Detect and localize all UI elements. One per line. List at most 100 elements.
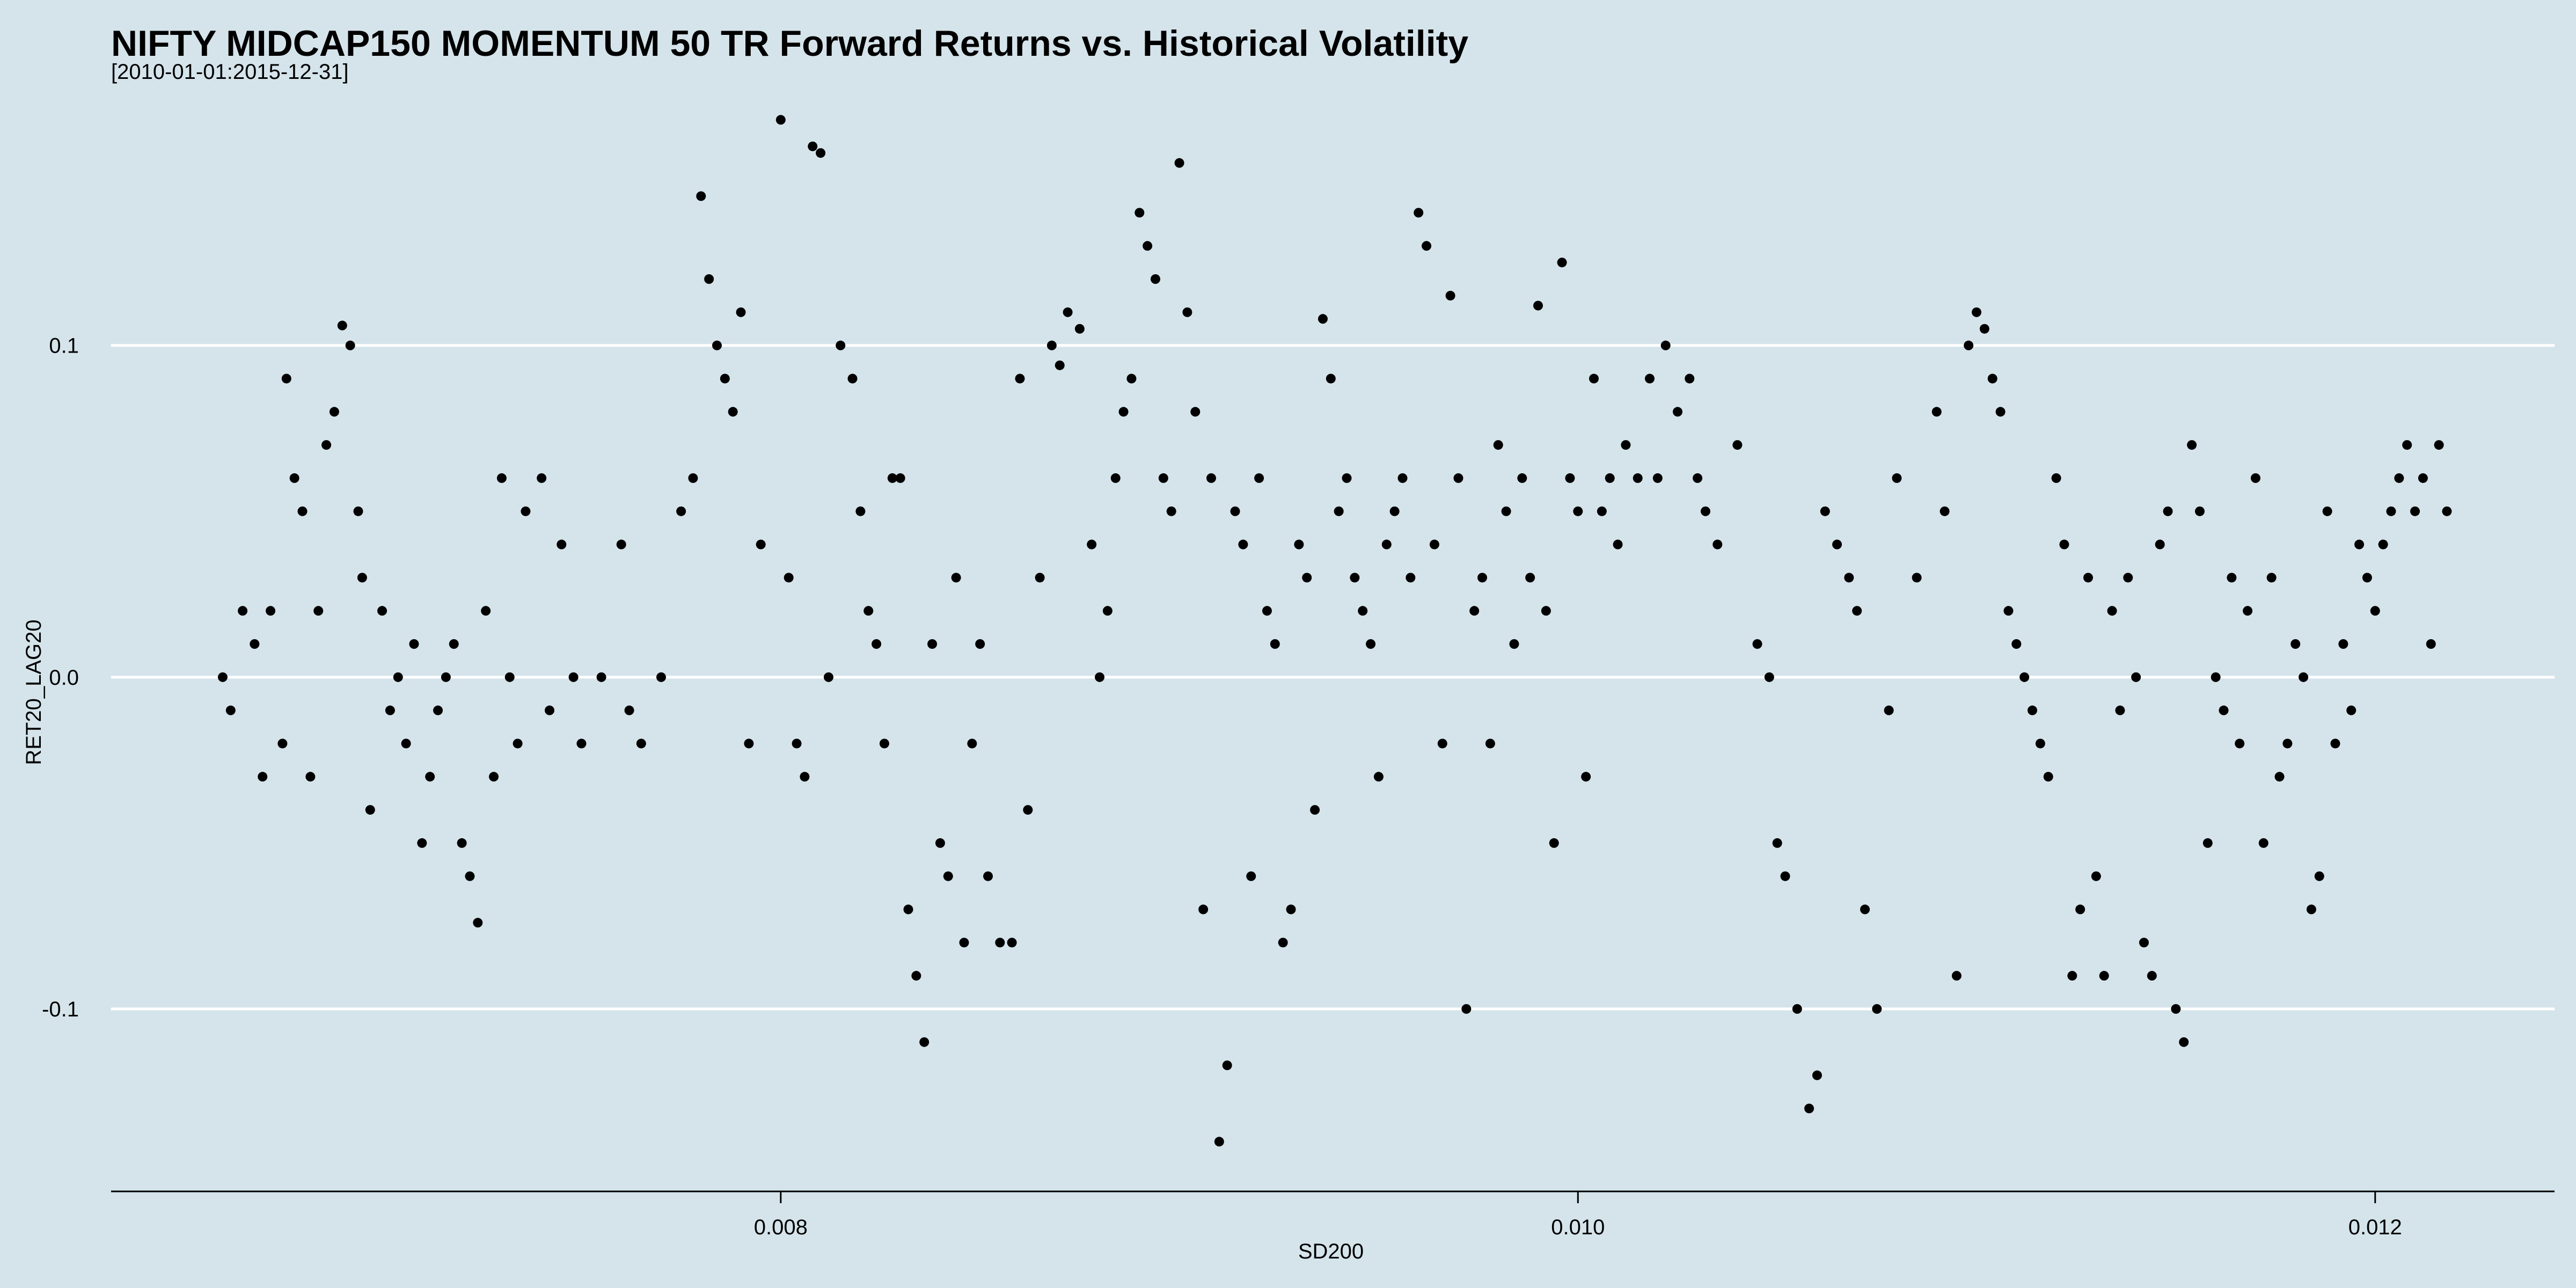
data-point <box>1597 506 1607 516</box>
data-point <box>2179 1037 2189 1047</box>
data-point <box>1621 440 1631 450</box>
data-point <box>1660 340 1671 350</box>
data-point <box>513 738 523 749</box>
data-point <box>1397 473 1408 483</box>
data-point <box>2067 971 2077 981</box>
data-point <box>1860 904 1870 914</box>
data-point <box>855 506 866 516</box>
data-point <box>2019 672 2030 682</box>
data-point <box>1589 374 1599 384</box>
data-point <box>2243 606 2253 616</box>
data-point <box>656 672 666 682</box>
data-point <box>473 918 483 928</box>
data-point <box>2370 606 2380 616</box>
x-axis-label: SD200 <box>1298 1240 1364 1263</box>
data-point <box>1358 606 1368 616</box>
data-point <box>1150 274 1160 284</box>
y-tick-label: -0.1 <box>42 998 79 1021</box>
data-point <box>2418 473 2428 483</box>
data-point <box>1940 506 1950 516</box>
data-point <box>1373 772 1384 782</box>
data-point <box>836 340 846 350</box>
data-point <box>1884 705 1894 715</box>
data-point <box>2163 506 2173 516</box>
data-point <box>1477 573 1488 583</box>
data-point <box>1804 1103 1814 1114</box>
data-point <box>2211 672 2221 682</box>
data-point <box>545 705 555 715</box>
data-point <box>1633 473 1643 483</box>
data-point <box>297 506 308 516</box>
data-point <box>313 606 324 616</box>
data-point <box>1979 324 1989 334</box>
data-point <box>1254 473 1264 483</box>
data-point <box>1964 340 1974 350</box>
data-point <box>1820 506 1830 516</box>
data-point <box>568 672 579 682</box>
data-point <box>345 340 355 350</box>
data-point <box>1406 573 1416 583</box>
data-point <box>1110 473 1121 483</box>
data-point <box>847 374 858 384</box>
data-point <box>879 738 889 749</box>
data-point <box>688 473 698 483</box>
data-point <box>2059 539 2069 550</box>
data-point <box>983 871 993 881</box>
data-point <box>258 772 268 782</box>
data-point <box>2235 738 2245 749</box>
data-point <box>1461 1004 1472 1014</box>
data-point <box>704 274 714 284</box>
data-point <box>1772 838 1782 848</box>
data-point <box>329 407 339 417</box>
data-point <box>2147 971 2157 981</box>
data-point <box>1366 639 1376 649</box>
data-point <box>903 904 913 914</box>
data-point <box>1035 573 1045 583</box>
data-point <box>1126 374 1137 384</box>
data-point <box>1995 407 2006 417</box>
data-point <box>1222 1060 1232 1071</box>
data-point <box>321 440 332 450</box>
data-point <box>465 871 475 881</box>
data-point <box>1262 606 1272 616</box>
data-point <box>1951 971 1962 981</box>
data-point <box>2107 606 2117 616</box>
chart-title: NIFTY MIDCAP150 MOMENTUM 50 TR Forward R… <box>111 23 1469 64</box>
data-point <box>1206 473 1216 483</box>
data-point <box>596 672 606 682</box>
data-point <box>433 705 443 715</box>
data-point <box>1533 301 1543 311</box>
data-point <box>959 938 969 948</box>
data-point <box>2299 672 2309 682</box>
data-point <box>624 705 634 715</box>
data-point <box>1135 208 1145 218</box>
x-tick-label: 0.012 <box>2348 1216 2402 1239</box>
data-point <box>967 738 977 749</box>
data-point <box>1493 440 1503 450</box>
data-point <box>736 307 746 317</box>
data-point <box>2075 904 2085 914</box>
data-point <box>1844 573 1854 583</box>
data-point <box>2131 672 2141 682</box>
data-point <box>2434 440 2444 450</box>
data-point <box>887 473 897 483</box>
data-point <box>2043 772 2053 782</box>
data-point <box>449 639 459 649</box>
data-point <box>1198 904 1209 914</box>
data-point <box>2322 506 2332 516</box>
data-point <box>1792 1004 1802 1014</box>
data-point <box>289 473 299 483</box>
data-point <box>2083 573 2093 583</box>
data-point <box>1094 672 1104 682</box>
data-point <box>1780 871 1790 881</box>
data-point <box>1294 539 1304 550</box>
data-point <box>2202 838 2213 848</box>
data-point <box>1517 473 1527 483</box>
data-point <box>537 473 547 483</box>
data-point <box>1063 307 1073 317</box>
data-point <box>2426 639 2436 649</box>
data-point <box>1007 938 1017 948</box>
data-point <box>1912 573 1922 583</box>
data-point <box>1166 506 1176 516</box>
data-point <box>2171 1004 2181 1014</box>
